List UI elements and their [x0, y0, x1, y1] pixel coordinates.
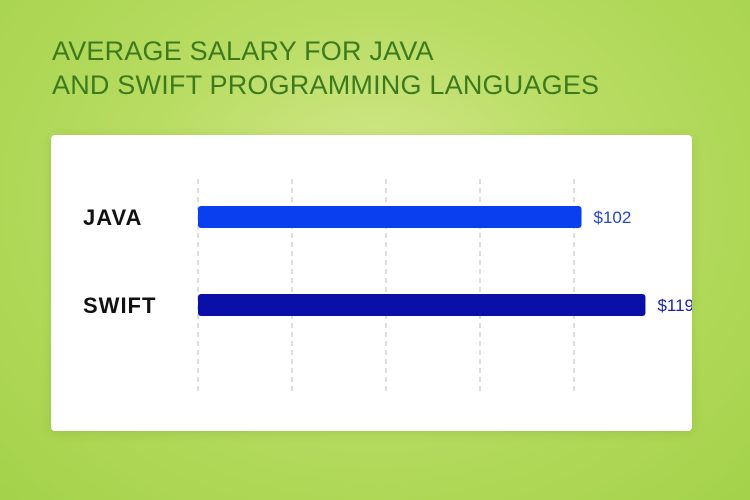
bar-swift	[198, 294, 646, 316]
chart-title: AVERAGE SALARY FOR JAVA AND SWIFT PROGRA…	[52, 34, 599, 102]
category-label-swift: SWIFT	[83, 293, 156, 318]
value-label-java: $102	[594, 208, 632, 227]
bar-chart: JAVA $102 SWIFT $119	[83, 179, 692, 391]
chart-title-line-2: AND SWIFT PROGRAMMING LANGUAGES	[52, 70, 600, 100]
chart-title-line-1: AVERAGE SALARY FOR JAVA	[52, 36, 434, 66]
value-label-swift: $119	[657, 296, 692, 315]
category-label-java: JAVA	[83, 205, 142, 230]
chart-card: JAVA $102 SWIFT $119	[51, 135, 692, 431]
bar-java	[198, 206, 582, 228]
